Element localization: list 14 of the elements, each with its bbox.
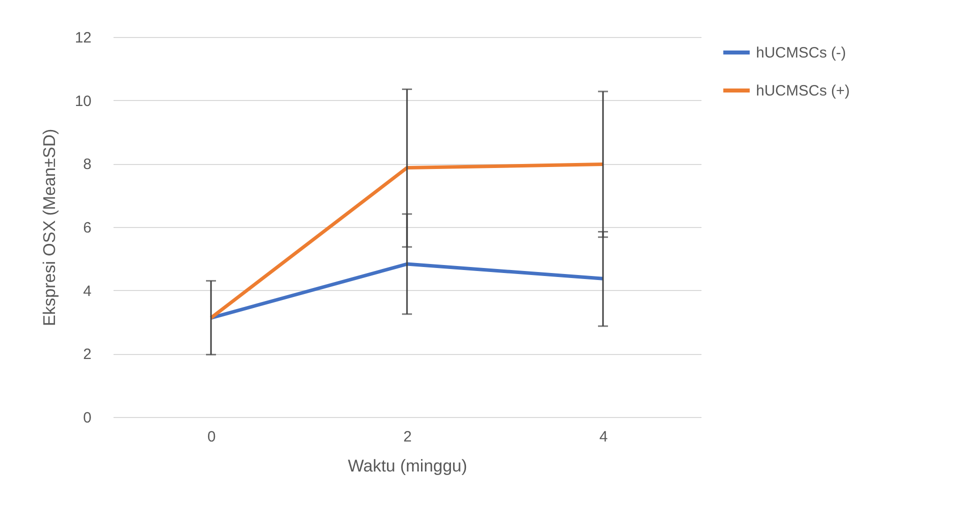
y-tick-label: 2 (83, 346, 92, 364)
legend-label: hUCMSCs (+) (756, 82, 850, 100)
x-tick-label: 2 (403, 428, 412, 446)
y-tick-label: 10 (74, 92, 92, 110)
y-tick-label: 12 (74, 30, 92, 46)
y-axis-title: Ekspresi OSX (Mean±SD) (40, 128, 59, 326)
y-tick-label: 4 (83, 282, 92, 300)
x-tick-label: 0 (207, 428, 216, 446)
y-tick-label: 8 (83, 156, 92, 174)
legend-label: hUCMSCs (-) (756, 44, 846, 62)
x-axis-title: Waktu (minggu) (348, 456, 468, 476)
y-tick-label: 6 (83, 220, 92, 236)
x-tick-label: 4 (599, 428, 608, 446)
y-tick-label: 0 (83, 410, 92, 426)
